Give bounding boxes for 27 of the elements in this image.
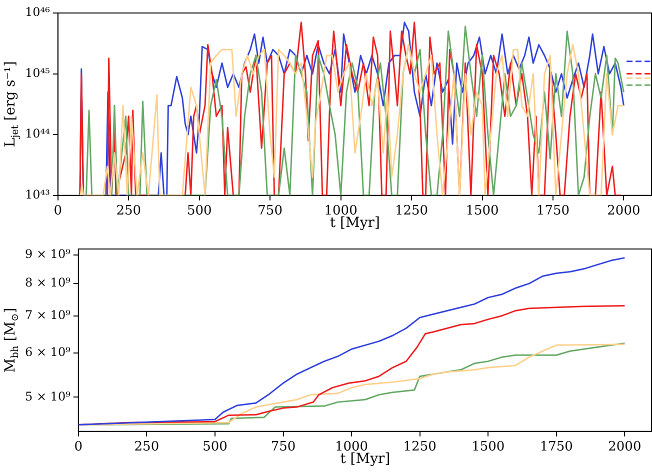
y-tick-label: 10⁴⁶ bbox=[25, 5, 50, 20]
x-tick-label: 1750 bbox=[540, 440, 573, 455]
y-tick-label: 6 × 10⁹ bbox=[24, 345, 71, 360]
x-tick-label: 1250 bbox=[403, 440, 436, 455]
x-tick-label: 2000 bbox=[608, 440, 642, 455]
y-tick-label: 10⁴⁴ bbox=[25, 126, 50, 141]
x-tick-label: 250 bbox=[116, 204, 142, 219]
x-tick-label: 2000 bbox=[607, 204, 640, 219]
y-axis-title: Mbh [M⊙] bbox=[2, 308, 21, 373]
x-tick-label: 1500 bbox=[466, 204, 499, 219]
x-tick-label: 0 bbox=[54, 204, 62, 219]
x-tick-label: 250 bbox=[134, 440, 160, 455]
y-tick-label: 9 × 10⁹ bbox=[24, 247, 71, 262]
x-tick-label: 750 bbox=[258, 204, 282, 219]
y-axis-title: Ljet [erg s⁻¹] bbox=[2, 61, 21, 148]
x-tick-label: 1500 bbox=[472, 440, 505, 455]
x-tick-label: 500 bbox=[202, 440, 228, 455]
x-tick-label: 750 bbox=[270, 440, 296, 455]
y-tick-label: 10⁴⁵ bbox=[25, 66, 50, 80]
x-tick-label: 1250 bbox=[394, 204, 428, 219]
y-tick-label: 5 × 10⁹ bbox=[24, 389, 71, 404]
x-tick-label: 1750 bbox=[536, 204, 570, 219]
y-tick-label: 10⁴³ bbox=[25, 188, 50, 202]
x-tick-label: 500 bbox=[186, 204, 212, 219]
x-tick-label: 0 bbox=[74, 440, 83, 455]
y-tick-label: 8 × 10⁹ bbox=[24, 276, 71, 290]
y-tick-label: 7 × 10⁹ bbox=[24, 308, 71, 322]
